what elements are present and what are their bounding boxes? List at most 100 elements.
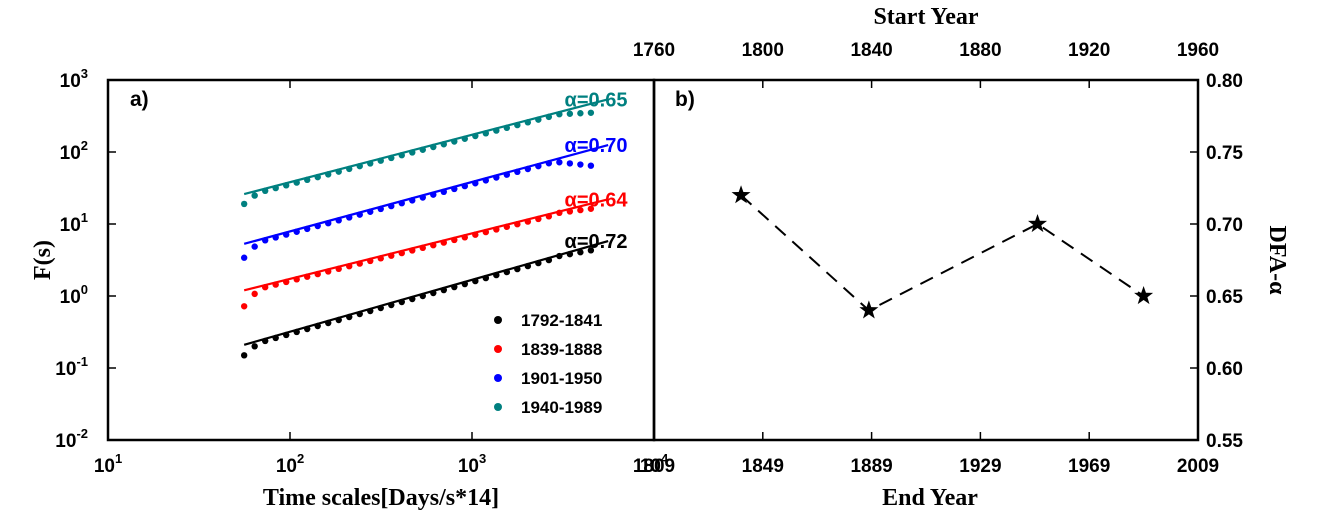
data-point-1901-1950 [514, 168, 521, 176]
data-point-1901-1950 [493, 174, 500, 181]
panel-b-x-tick-label: 1929 [959, 456, 1001, 477]
data-point-1940-1989 [240, 200, 248, 208]
legend-label-1792-1841: 1792-1841 [521, 311, 602, 330]
data-point-1940-1989 [388, 154, 395, 162]
data-point-1839-1888 [251, 290, 258, 298]
panel-b-dashed-line [740, 194, 1145, 312]
data-point-1901-1950 [314, 222, 321, 230]
data-point-1940-1989 [325, 171, 332, 178]
data-point-1901-1950 [346, 214, 353, 221]
data-point-1792-1841 [430, 289, 437, 297]
data-point-1792-1841 [461, 280, 469, 288]
data-point-1839-1888 [556, 209, 563, 217]
fit-line-1940-1989 [243, 98, 609, 196]
data-point-1792-1841 [335, 316, 342, 324]
data-point-1901-1950 [272, 234, 279, 241]
data-point-1940-1989 [472, 132, 479, 140]
panel-b-x-tick-label: 1849 [742, 456, 784, 477]
panel-b-y-tick-label: 0.65 [1206, 287, 1243, 308]
panel-a-data-points [240, 109, 595, 359]
panel-a-x-tick-label: 104 [640, 451, 669, 477]
panel-a-y-tick-label: 10-2 [55, 426, 88, 452]
data-point-1792-1841 [282, 331, 290, 339]
panel-a-x-tick-label: 101 [94, 451, 122, 477]
panel-a-alpha-labels: α=0.72 α=0.64 α=0.70 α=0.65 [565, 89, 629, 253]
panel-b-top-tick-label: 1840 [850, 40, 892, 61]
panel-b-x-tick-label: 1969 [1068, 456, 1110, 477]
data-point-1901-1950 [472, 180, 479, 187]
data-point-1792-1841 [566, 250, 574, 258]
alpha-label-1839-1888: α=0.64 [565, 189, 629, 211]
data-point-1792-1841 [356, 310, 363, 318]
panel-b-y-tick-label: 0.60 [1206, 359, 1243, 380]
panel-b-x-tick-label: 1809 [633, 456, 675, 477]
data-point-1940-1989 [556, 111, 563, 118]
panel-a-dfa-fluctuation-plot: 101 102 103 104 10-2 10-1 100 101 102 103 α=0.72… [30, 66, 669, 511]
panel-a-y-tick-label: 103 [60, 66, 88, 92]
data-point-1940-1989 [304, 176, 311, 184]
data-point-1940-1989 [577, 110, 584, 117]
data-point-1901-1950 [461, 182, 469, 190]
data-point-1792-1841 [587, 247, 595, 254]
panel-b-top-tick-label: 1920 [1068, 40, 1110, 61]
fit-line-1901-1950 [243, 143, 609, 245]
data-point-1792-1841 [377, 304, 384, 312]
data-point-1940-1989 [451, 138, 458, 145]
data-point-1940-1989 [535, 116, 542, 123]
data-point-1792-1841 [367, 307, 374, 315]
legend-label-1940-1989: 1940-1989 [521, 398, 602, 417]
data-point-1901-1950 [356, 211, 363, 218]
data-point-1792-1841 [346, 313, 353, 321]
data-point-1901-1950 [566, 160, 574, 167]
data-point-1839-1888 [398, 249, 405, 257]
data-point-1839-1888 [367, 257, 374, 265]
data-point-1901-1950 [282, 231, 290, 238]
star-marker [1028, 214, 1048, 233]
data-point-1792-1841 [304, 325, 311, 333]
data-point-1839-1888 [282, 278, 290, 286]
data-point-1792-1841 [325, 319, 332, 327]
data-point-1901-1950 [377, 205, 384, 213]
data-point-1792-1841 [388, 301, 395, 309]
data-point-1839-1888 [356, 260, 363, 267]
panel-b-y-tick-label: 0.55 [1206, 431, 1243, 452]
panel-b-y-ticks: 0.55 0.60 0.65 0.70 0.75 0.80 [1190, 71, 1243, 452]
legend-label-1901-1950: 1901-1950 [521, 369, 602, 388]
data-point-1839-1888 [325, 268, 332, 275]
data-point-1839-1888 [304, 273, 311, 280]
panel-b-x-axis-label: End Year [882, 485, 978, 511]
data-point-1940-1989 [461, 135, 469, 142]
data-point-1901-1950 [388, 202, 395, 210]
panel-b-y-axis-label: DFA-α [1264, 226, 1290, 296]
data-point-1792-1841 [240, 352, 248, 359]
panel-b-top-axis-label: Start Year [873, 4, 978, 30]
panel-b-top-tick-label: 1960 [1177, 40, 1219, 61]
data-point-1901-1950 [482, 177, 490, 184]
data-point-1940-1989 [419, 146, 426, 153]
data-point-1940-1989 [482, 130, 490, 137]
panel-b-top-tick-label: 1760 [633, 40, 675, 61]
data-point-1940-1989 [587, 109, 595, 116]
data-point-1839-1888 [440, 239, 447, 246]
legend-marker-1792-1841 [494, 316, 502, 324]
data-point-1940-1989 [367, 160, 374, 167]
panel-a-label: a) [130, 88, 149, 111]
data-point-1940-1989 [251, 192, 258, 199]
panel-a-y-ticks: 10-2 10-1 100 101 102 103 [55, 66, 116, 452]
data-point-1901-1950 [325, 219, 332, 227]
star-marker [859, 300, 879, 319]
data-point-1839-1888 [261, 284, 269, 291]
panel-a-y-tick-label: 10-1 [55, 354, 88, 380]
data-point-1792-1841 [482, 274, 490, 282]
data-point-1940-1989 [493, 127, 500, 134]
panel-b-top-tick-label: 1880 [959, 40, 1001, 61]
data-point-1901-1950 [545, 160, 553, 167]
data-point-1792-1841 [409, 295, 416, 303]
legend-marker-1940-1989 [494, 403, 502, 411]
data-point-1940-1989 [514, 121, 521, 129]
data-point-1839-1888 [514, 221, 521, 228]
data-point-1940-1989 [398, 152, 405, 159]
panel-b-plot-frame [652, 78, 1200, 442]
alpha-label-1792-1841: α=0.72 [565, 231, 628, 253]
panel-b-y-tick-label: 0.70 [1206, 215, 1243, 236]
